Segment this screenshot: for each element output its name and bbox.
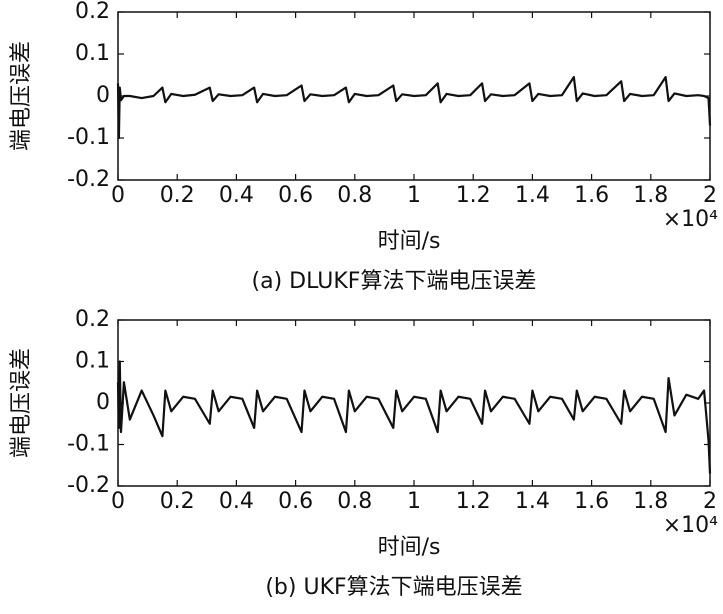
x-multiplier: ×10⁴: [663, 513, 718, 538]
x-tick-label: 0.2: [160, 489, 195, 514]
x-tick-label: 2: [703, 183, 717, 208]
x-tick-label: 1.4: [515, 489, 550, 514]
x-tick-label: 0: [111, 183, 125, 208]
y-tick-label: 0.1: [75, 41, 110, 66]
y-tick-label: 0.2: [75, 307, 110, 332]
y-tick-label: -0.1: [67, 432, 110, 457]
x-tick-label: 1.8: [633, 183, 668, 208]
x-tick-label: 0.2: [160, 183, 195, 208]
caption: (a) DLUKF算法下端电压误差: [252, 269, 537, 294]
x-tick-label: 0.4: [219, 489, 254, 514]
x-tick-label: 1.4: [515, 183, 550, 208]
y-tick-label: 0: [96, 83, 110, 108]
y-axis-label: 端电压误差: [9, 41, 34, 151]
x-tick-label: 0.6: [278, 183, 313, 208]
x-tick-label: 0.4: [219, 183, 254, 208]
x-axis-label: 时间/s: [378, 229, 441, 254]
x-tick-label: 1: [407, 489, 421, 514]
y-tick-label: -0.1: [67, 125, 110, 150]
y-axis-label: 端电压误差: [9, 348, 34, 458]
data-line: [116, 360, 712, 474]
x-multiplier: ×10⁴: [663, 207, 718, 232]
y-tick-label: 0: [96, 390, 110, 415]
y-tick-label: 0.2: [75, 0, 110, 24]
x-tick-label: 2: [703, 489, 717, 514]
y-tick-label: -0.2: [67, 473, 110, 498]
x-tick-label: 0.8: [337, 183, 372, 208]
x-tick-label: 1: [407, 183, 421, 208]
x-tick-label: 0.6: [278, 489, 313, 514]
x-tick-label: 0: [111, 489, 125, 514]
x-tick-label: 1.2: [456, 489, 491, 514]
x-tick-label: 1.2: [456, 183, 491, 208]
caption: (b) UKF算法下端电压误差: [265, 575, 522, 600]
data-line: [116, 76, 712, 140]
axes-box: [117, 319, 711, 487]
x-tick-label: 0.8: [337, 489, 372, 514]
y-tick-label: -0.2: [67, 167, 110, 192]
x-tick-label: 1.6: [574, 183, 609, 208]
x-tick-label: 1.6: [574, 489, 609, 514]
y-tick-label: 0.1: [75, 349, 110, 374]
x-tick-label: 1.8: [633, 489, 668, 514]
x-axis-label: 时间/s: [378, 535, 441, 560]
